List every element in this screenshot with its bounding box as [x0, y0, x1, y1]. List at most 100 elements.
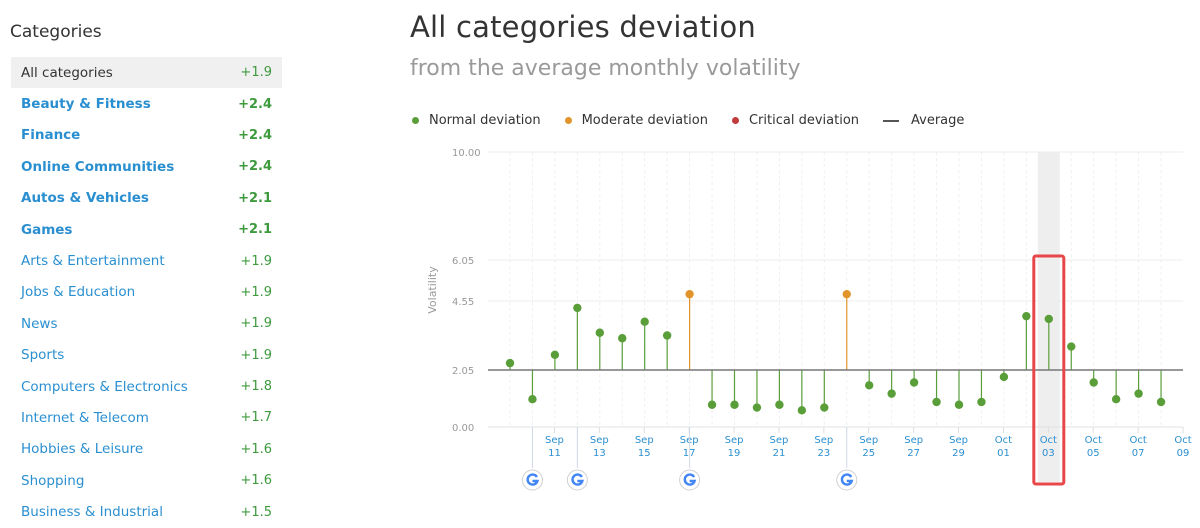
x-tick-day: 27 [907, 448, 920, 459]
category-label: Games [21, 221, 73, 238]
category-item[interactable]: Autos & Vehicles +2.1 [11, 183, 282, 214]
legend-normal-label: Normal deviation [429, 113, 541, 128]
category-item[interactable]: News +1.9 [11, 308, 282, 339]
x-tick-day: 11 [548, 448, 561, 459]
category-label: Shopping [21, 472, 85, 489]
legend-moderate[interactable]: Moderate deviation [564, 113, 708, 128]
category-value: +2.4 [238, 159, 272, 175]
legend-critical[interactable]: Critical deviation [731, 113, 860, 128]
x-tick-month: Sep [770, 435, 789, 446]
category-item[interactable]: Internet & Telecom +1.7 [11, 402, 282, 433]
category-item[interactable]: Business & Industrial +1.5 [11, 496, 282, 527]
legend-critical-label: Critical deviation [748, 113, 860, 128]
category-item[interactable]: Arts & Entertainment +1.9 [11, 245, 282, 276]
x-tick-month: Sep [545, 435, 564, 446]
data-point [775, 400, 784, 409]
data-point [752, 403, 762, 412]
data-point [1067, 342, 1076, 351]
category-value: +1.9 [240, 65, 272, 81]
x-tick-month: Sep [590, 435, 609, 446]
google-icon [683, 473, 697, 486]
normal-dot-icon [412, 117, 419, 124]
critical-dot-icon [731, 117, 739, 124]
category-value: +1.9 [240, 253, 272, 269]
category-value: +2.4 [238, 127, 272, 143]
y-tick-label: 10.00 [452, 148, 481, 159]
category-value: +1.9 [240, 284, 272, 300]
category-label: Computers & Electronics [21, 378, 188, 395]
data-point [1111, 394, 1121, 404]
data-point [932, 397, 941, 407]
y-axis-label: Volatility [426, 266, 439, 314]
categories-sidebar: Categories All categories +1.9 Beauty & Fi… [0, 0, 300, 528]
category-item[interactable]: Finance +2.4 [11, 120, 282, 151]
x-tick-day: 23 [817, 448, 830, 459]
data-point [528, 394, 537, 404]
x-tick-month: Sep [814, 435, 833, 446]
y-tick-label: 0.00 [452, 423, 474, 434]
data-point [797, 406, 807, 415]
category-label: Business & Industrial [21, 504, 163, 521]
data-point [954, 400, 964, 409]
y-tick-label: 2.05 [452, 366, 474, 377]
category-item[interactable]: Games +2.1 [11, 214, 282, 245]
category-label: Sports [21, 347, 65, 364]
data-point [550, 350, 560, 360]
x-tick-month: Oct [1040, 435, 1057, 446]
category-label: Online Communities [21, 158, 175, 175]
category-item[interactable]: Shopping +1.6 [11, 465, 282, 496]
data-point [842, 289, 851, 299]
category-item[interactable]: Hobbies & Leisure +1.6 [11, 434, 282, 465]
x-tick-day: 07 [1132, 448, 1145, 459]
category-value: +2.1 [238, 222, 272, 238]
highlight-box [1032, 254, 1066, 486]
data-point [887, 389, 896, 398]
x-tick-day: 09 [1177, 448, 1190, 459]
x-tick-day: 25 [862, 448, 875, 459]
category-value: +1.8 [240, 379, 272, 395]
category-item[interactable]: Computers & Electronics +1.8 [11, 371, 282, 402]
category-label: Arts & Entertainment [21, 253, 165, 270]
x-tick-month: Oct [1085, 435, 1102, 446]
data-point [618, 334, 627, 343]
legend-average-label: Average [911, 113, 965, 128]
category-item[interactable]: All categories +1.9 [11, 57, 282, 89]
data-point [730, 400, 739, 409]
x-tick-month: Oct [1174, 435, 1191, 446]
category-item[interactable]: Online Communities +2.4 [11, 151, 282, 182]
average-line-icon [883, 119, 900, 122]
page-subtitle: from the average monthly volatility [410, 56, 801, 81]
category-value: +2.1 [238, 190, 272, 206]
data-point [505, 358, 515, 368]
x-tick-month: Sep [725, 435, 744, 446]
category-value: +1.9 [240, 347, 272, 363]
x-tick-day: 15 [638, 448, 651, 459]
category-value: +1.9 [240, 316, 272, 332]
category-value: +1.7 [240, 410, 272, 426]
data-point [1022, 311, 1031, 321]
data-point [977, 397, 986, 407]
legend-average[interactable]: Average [883, 113, 964, 128]
data-point [1134, 389, 1143, 398]
data-point [820, 403, 829, 412]
category-label: Beauty & Fitness [21, 96, 151, 113]
x-tick-day: 03 [1042, 448, 1055, 459]
data-point [595, 328, 604, 337]
legend-moderate-label: Moderate deviation [581, 113, 708, 128]
google-icon [840, 473, 854, 486]
x-tick-month: Sep [949, 435, 968, 446]
category-label: Finance [21, 127, 81, 144]
y-tick-label: 4.55 [452, 297, 474, 308]
google-icon [571, 473, 584, 486]
legend-normal[interactable]: Normal deviation [412, 113, 541, 128]
x-tick-month: Oct [1130, 435, 1147, 446]
x-tick-day: 01 [997, 448, 1010, 459]
category-label: Hobbies & Leisure [21, 441, 144, 458]
category-item[interactable]: Beauty & Fitness +2.4 [11, 88, 282, 119]
category-value: +1.5 [240, 504, 272, 520]
category-label: News [21, 315, 58, 332]
x-tick-month: Sep [635, 435, 654, 446]
category-item[interactable]: Sports +1.9 [11, 340, 282, 371]
category-item[interactable]: Jobs & Education +1.9 [11, 277, 282, 308]
